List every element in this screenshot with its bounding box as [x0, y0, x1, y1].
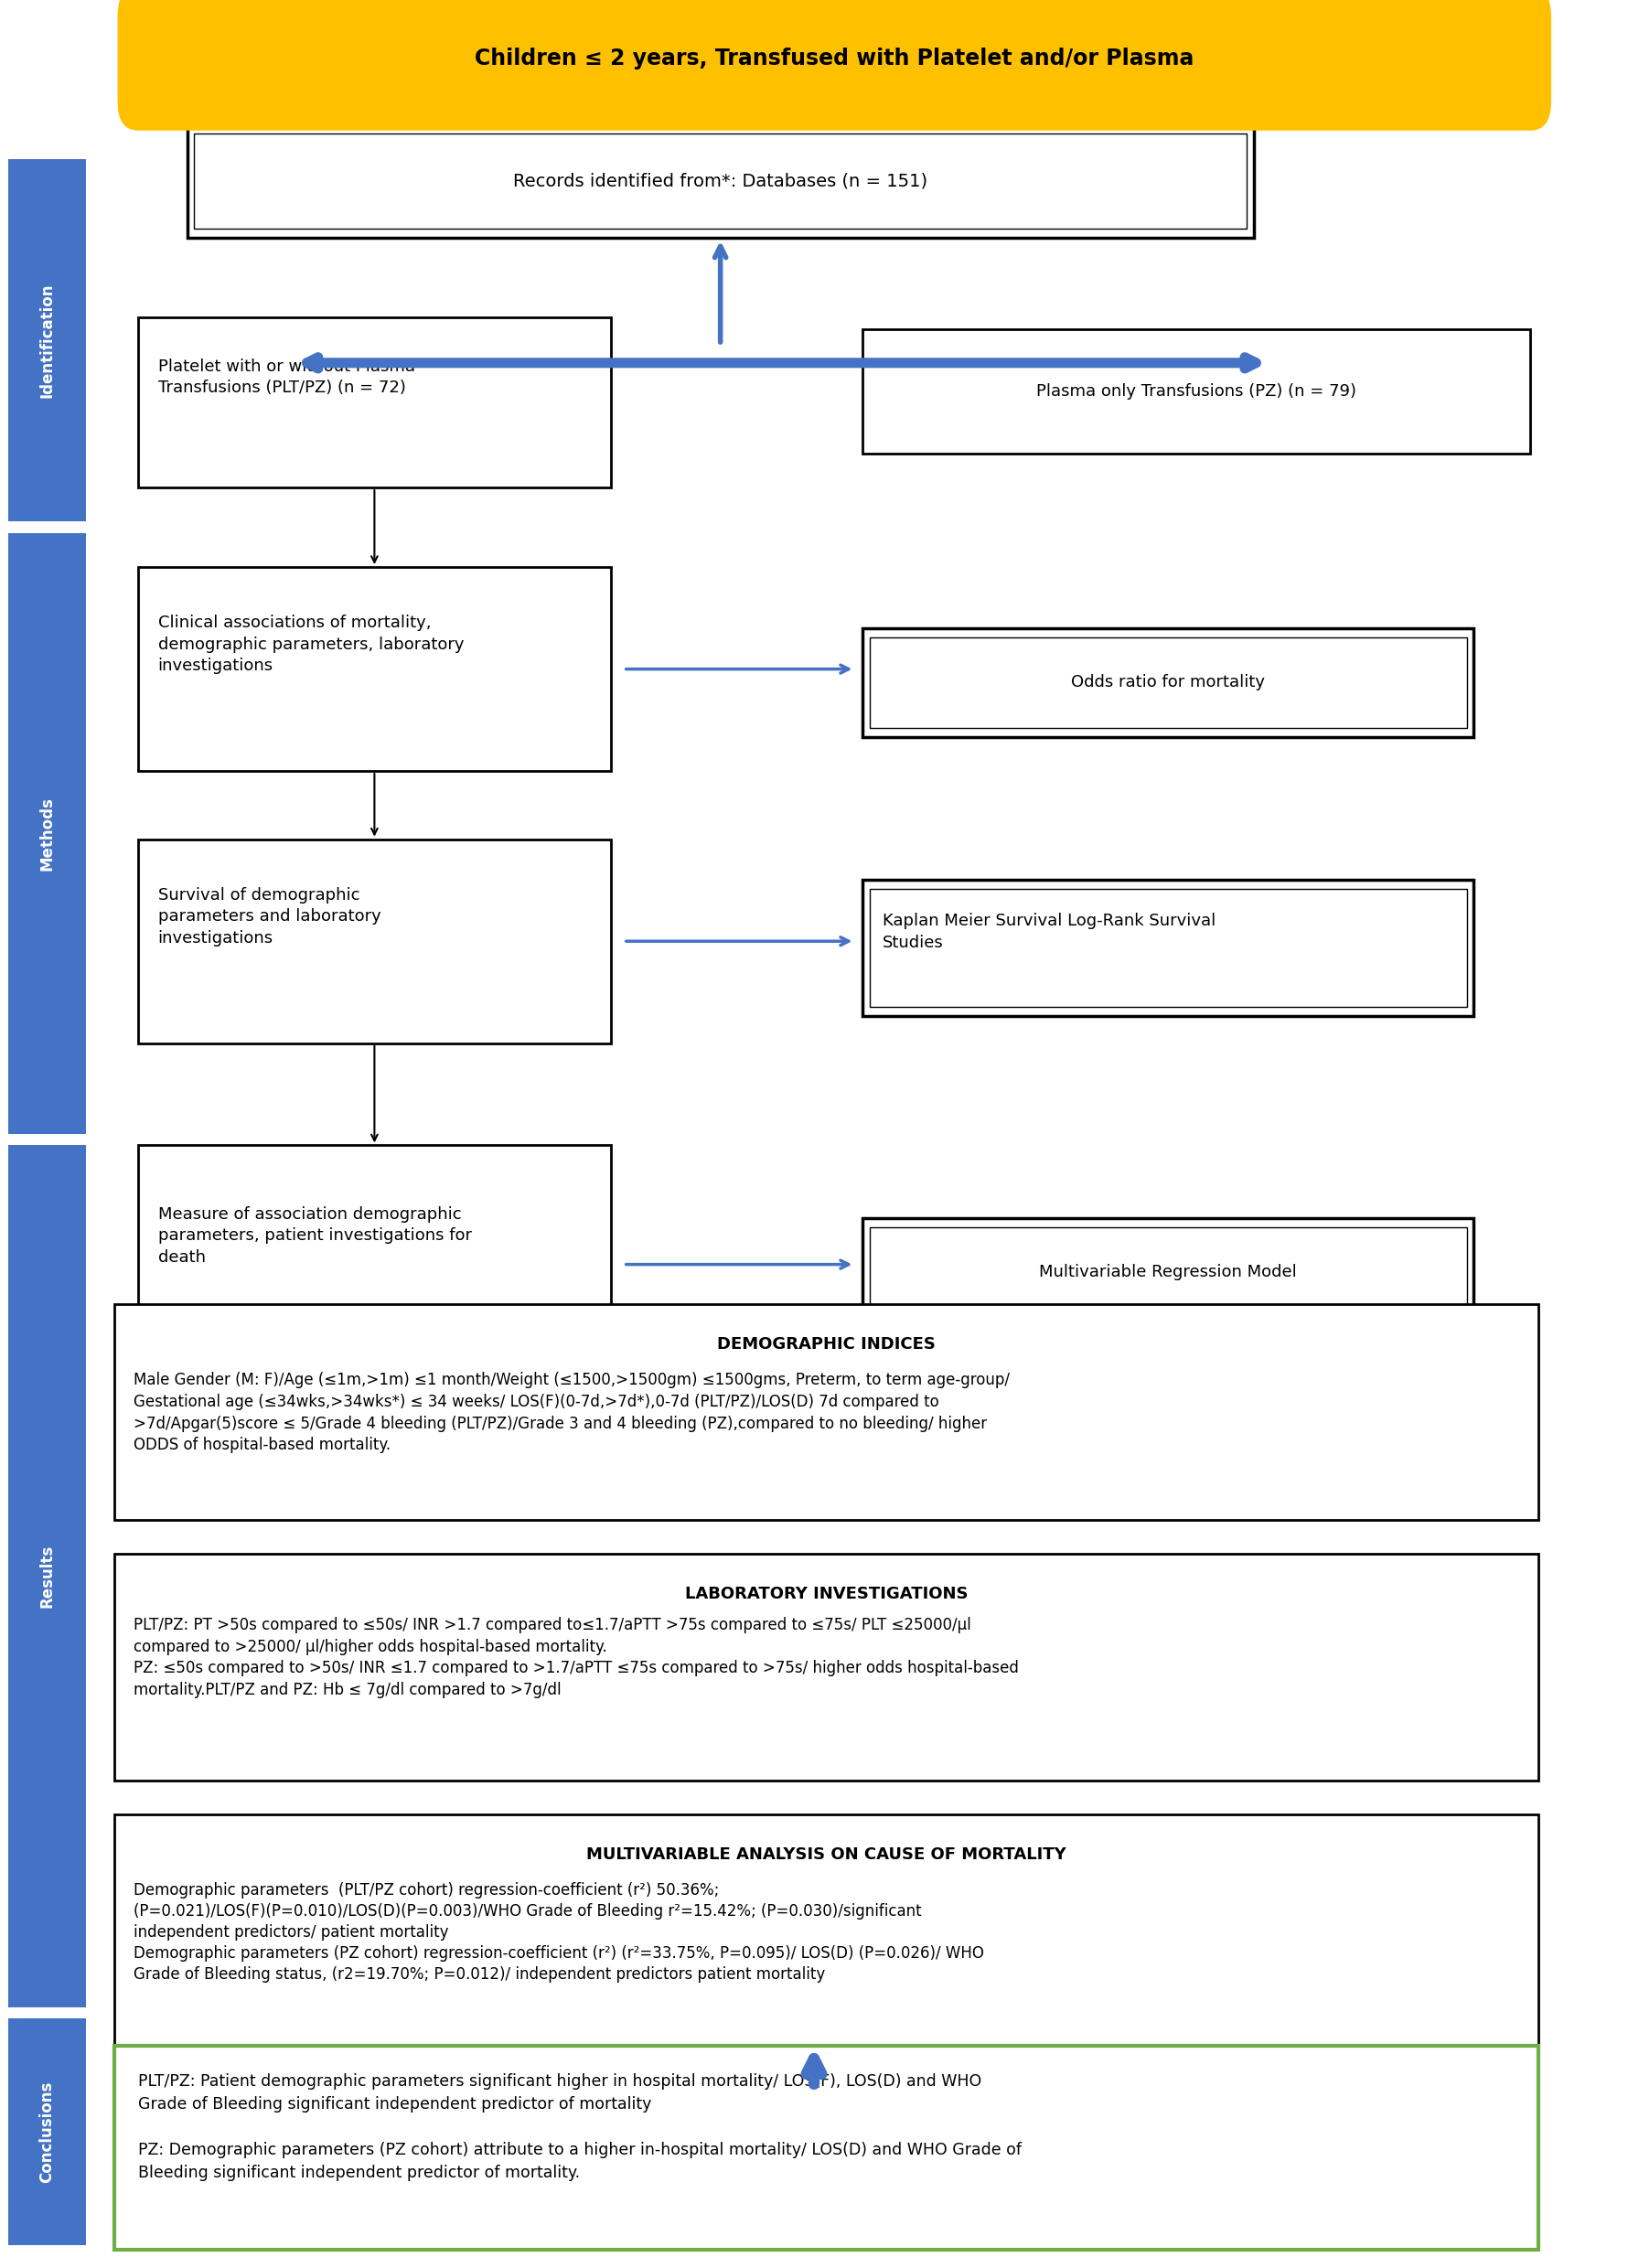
- FancyBboxPatch shape: [138, 839, 610, 1043]
- FancyBboxPatch shape: [187, 125, 1254, 238]
- Text: Records identified from*: Databases (n = 151): Records identified from*: Databases (n =…: [513, 172, 928, 191]
- Text: PLT/PZ: PT >50s compared to ≤50s/ INR >1.7 compared to≤1.7/aPTT >75s compared to: PLT/PZ: PT >50s compared to ≤50s/ INR >1…: [133, 1617, 1019, 1699]
- Text: Children ≤ 2 years, Transfused with Platelet and/or Plasma: Children ≤ 2 years, Transfused with Plat…: [475, 48, 1193, 70]
- Text: Methods: Methods: [39, 796, 55, 871]
- FancyBboxPatch shape: [863, 1218, 1473, 1327]
- Text: LABORATORY INVESTIGATIONS: LABORATORY INVESTIGATIONS: [685, 1585, 967, 1601]
- FancyBboxPatch shape: [8, 159, 86, 522]
- FancyBboxPatch shape: [8, 1145, 86, 2007]
- FancyBboxPatch shape: [138, 567, 610, 771]
- FancyBboxPatch shape: [119, 0, 1550, 129]
- FancyBboxPatch shape: [114, 1304, 1538, 1520]
- FancyBboxPatch shape: [8, 2019, 86, 2245]
- FancyBboxPatch shape: [138, 1145, 610, 1383]
- FancyBboxPatch shape: [863, 628, 1473, 737]
- Text: Clinical associations of mortality,
demographic parameters, laboratory
investiga: Clinical associations of mortality, demo…: [158, 615, 464, 674]
- FancyBboxPatch shape: [114, 1814, 1538, 2075]
- FancyBboxPatch shape: [863, 329, 1530, 454]
- FancyBboxPatch shape: [869, 637, 1467, 728]
- FancyBboxPatch shape: [138, 318, 610, 488]
- FancyBboxPatch shape: [114, 1554, 1538, 1780]
- Text: Kaplan Meier Survival Log-Rank Survival
Studies: Kaplan Meier Survival Log-Rank Survival …: [882, 912, 1216, 950]
- Text: Male Gender (M: F)/Age (≤1m,>1m) ≤1 month/Weight (≤1500,>1500gm) ≤1500gms, Prete: Male Gender (M: F)/Age (≤1m,>1m) ≤1 mont…: [133, 1372, 1009, 1454]
- Text: Multivariable Regression Model: Multivariable Regression Model: [1039, 1263, 1298, 1281]
- FancyBboxPatch shape: [194, 134, 1247, 229]
- Text: Plasma only Transfusions (PZ) (n = 79): Plasma only Transfusions (PZ) (n = 79): [1037, 383, 1356, 399]
- Text: DEMOGRAPHIC INDICES: DEMOGRAPHIC INDICES: [716, 1336, 936, 1352]
- Text: MULTIVARIABLE ANALYSIS ON CAUSE OF MORTALITY: MULTIVARIABLE ANALYSIS ON CAUSE OF MORTA…: [586, 1846, 1066, 1862]
- Text: Survival of demographic
parameters and laboratory
investigations: Survival of demographic parameters and l…: [158, 887, 381, 946]
- FancyBboxPatch shape: [114, 2046, 1538, 2250]
- FancyBboxPatch shape: [869, 889, 1467, 1007]
- Text: Conclusions: Conclusions: [39, 2082, 55, 2182]
- FancyBboxPatch shape: [869, 1227, 1467, 1318]
- FancyBboxPatch shape: [8, 533, 86, 1134]
- Text: Odds ratio for mortality: Odds ratio for mortality: [1071, 674, 1265, 692]
- Text: Identification: Identification: [39, 284, 55, 397]
- Text: Results: Results: [39, 1545, 55, 1608]
- Text: Demographic parameters  (PLT/PZ cohort) regression-coefficient (r²) 50.36%;
(P=0: Demographic parameters (PLT/PZ cohort) r…: [133, 1882, 983, 1982]
- Text: Measure of association demographic
parameters, patient investigations for
death: Measure of association demographic param…: [158, 1207, 472, 1266]
- FancyBboxPatch shape: [863, 880, 1473, 1016]
- Text: Platelet with or without Plasma
Transfusions (PLT/PZ) (n = 72): Platelet with or without Plasma Transfus…: [158, 358, 415, 397]
- Text: PLT/PZ: Patient demographic parameters significant higher in hospital mortality/: PLT/PZ: Patient demographic parameters s…: [138, 2073, 1022, 2182]
